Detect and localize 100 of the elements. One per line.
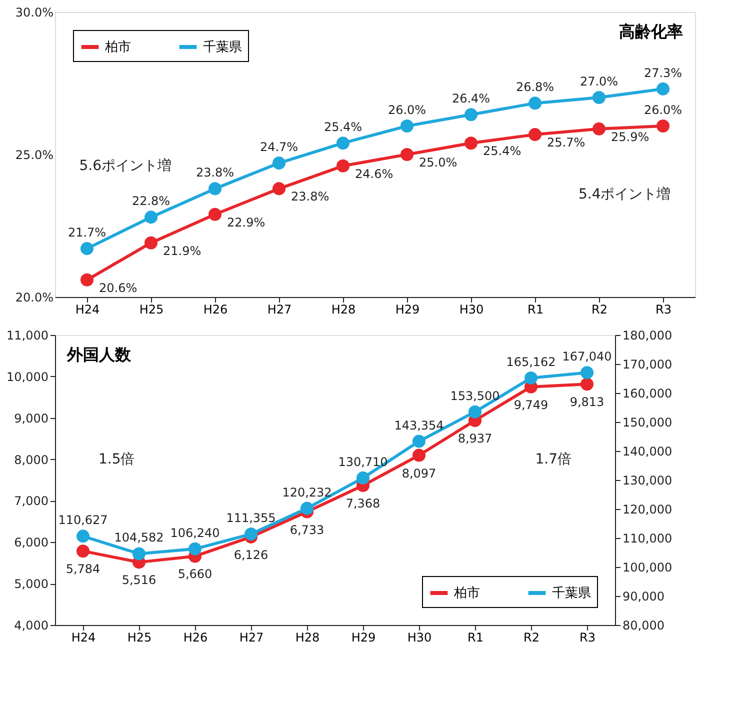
point	[244, 528, 258, 541]
point	[592, 122, 606, 136]
point	[656, 82, 670, 96]
annotation: 5.6ポイント増	[79, 156, 172, 174]
point	[132, 547, 146, 560]
data-label: 143,354	[394, 418, 444, 432]
point	[356, 471, 370, 484]
point	[80, 273, 94, 286]
data-label: 22.8%	[132, 194, 170, 208]
y2-tick-label: 80,000	[622, 618, 664, 632]
point	[580, 366, 594, 380]
x-tick-label: R3	[580, 630, 596, 644]
data-label: 21.7%	[68, 226, 106, 240]
point	[464, 108, 478, 122]
data-label: 9,813	[570, 395, 604, 410]
data-label: 106,240	[170, 526, 220, 540]
text: 高齢化率	[619, 22, 683, 41]
data-label: 6,126	[234, 548, 268, 562]
point	[336, 159, 350, 172]
y2-tick-label: 100,000	[622, 560, 672, 574]
x-tick-label: H26	[183, 630, 208, 644]
x-tick-label: R2	[592, 302, 608, 316]
data-label: 24.7%	[260, 140, 298, 154]
point	[208, 208, 222, 221]
x-tick-label: R3	[656, 302, 672, 316]
data-label: 130,710	[338, 454, 388, 469]
y2-tick-label: 90,000	[622, 590, 664, 604]
legend-label: 柏市	[104, 40, 131, 55]
legend-label: 柏市	[453, 586, 480, 601]
data-label: 26.0%	[388, 103, 426, 117]
x-tick-label: H29	[351, 630, 376, 644]
data-label: 25.0%	[419, 156, 458, 170]
point	[412, 448, 426, 462]
x-tick-label: H27	[267, 302, 292, 316]
point	[656, 119, 670, 133]
point	[412, 434, 426, 448]
y-tick-label: 8,000	[14, 452, 48, 467]
data-label: 25.9%	[611, 130, 650, 144]
point	[528, 128, 542, 142]
y-tick-label: 9,000	[14, 411, 48, 426]
point	[464, 136, 478, 150]
data-label: 5,660	[178, 567, 212, 582]
x-tick-label: R1	[528, 302, 544, 316]
x-tick-label: H26	[203, 302, 228, 316]
y-tick-label: 30.0%	[15, 6, 54, 20]
y-tick-label: 4,000	[14, 618, 48, 632]
data-label: 9,749	[514, 398, 548, 412]
point	[144, 236, 158, 250]
data-label: 22.9%	[227, 215, 266, 230]
text: 外国人数	[66, 345, 132, 364]
data-label: 110,627	[58, 513, 108, 528]
y2-tick-label: 170,000	[622, 358, 672, 372]
point	[592, 90, 606, 104]
data-label: 26.0%	[644, 103, 682, 117]
y2-tick-label: 160,000	[622, 386, 672, 400]
data-label: 21.9%	[163, 244, 202, 258]
data-label: 167,040	[562, 350, 612, 364]
annotation: 1.5倍	[98, 452, 135, 468]
x-tick-label: H28	[295, 630, 320, 644]
data-label: 111,355	[226, 511, 276, 526]
data-label: 25.4%	[483, 144, 522, 158]
point	[524, 372, 538, 385]
x-tick-label: H29	[395, 302, 420, 316]
y2-tick-label: 110,000	[622, 532, 672, 546]
y-tick-label: 7,000	[14, 494, 48, 508]
point	[76, 544, 90, 558]
point	[580, 378, 594, 391]
y-tick-label: 10,000	[6, 370, 48, 384]
legend-label: 千葉県	[203, 40, 242, 55]
data-label: 8,097	[402, 466, 436, 480]
point	[300, 502, 314, 515]
x-tick-label: R1	[468, 630, 484, 644]
point	[468, 405, 482, 418]
point	[188, 542, 202, 556]
x-tick-label: H30	[407, 630, 432, 644]
point	[272, 156, 286, 170]
data-label: 5,516	[122, 573, 156, 588]
x-tick-label: H24	[71, 630, 96, 644]
x-tick-label: H25	[139, 302, 164, 316]
point	[400, 119, 414, 133]
data-label: 153,500	[450, 388, 500, 403]
x-tick-label: R2	[524, 630, 540, 644]
y2-tick-label: 150,000	[622, 416, 672, 430]
annotation: 5.4ポイント増	[578, 185, 671, 202]
data-label: 27.0%	[580, 74, 618, 88]
x-tick-label: H27	[239, 630, 264, 644]
data-label: 26.4%	[452, 92, 490, 106]
y2-tick-label: 140,000	[622, 444, 672, 458]
x-tick-label: H24	[75, 302, 100, 316]
y2-tick-label: 180,000	[622, 328, 672, 342]
data-label: 165,162	[506, 355, 556, 370]
y-tick-label: 11,000	[6, 328, 48, 342]
point	[80, 242, 94, 256]
data-label: 120,232	[282, 485, 332, 500]
x-tick-label: H30	[459, 302, 484, 316]
y2-tick-label: 130,000	[622, 474, 672, 488]
data-label: 104,582	[114, 530, 164, 545]
y-tick-label: 6,000	[14, 536, 48, 550]
data-label: 25.4%	[324, 120, 362, 134]
data-label: 8,937	[458, 431, 492, 446]
